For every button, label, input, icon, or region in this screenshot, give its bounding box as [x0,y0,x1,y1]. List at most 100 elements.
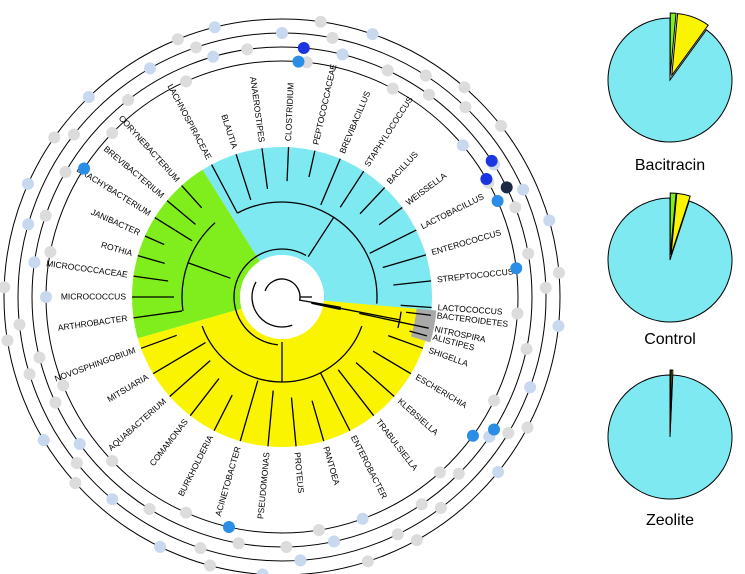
abundance-dot [509,201,522,214]
taxon-label: MICROCOCCUS [61,291,126,301]
abundance-dot [552,266,565,279]
tree-branches [132,147,432,447]
branch [211,164,238,214]
taxon-label: CLOSTRIDIUM [283,82,296,141]
abundance-dot [488,423,501,436]
taxon-label: BREVIBACILLUS [337,89,372,155]
pie-slice-firmicutes [607,374,733,500]
branch [187,262,231,279]
abundance-dot [194,542,207,555]
taxon-label: BLAUTIA [219,113,239,150]
abundance-dot [312,524,325,537]
taxon-label: PSEUDOMONAS [255,451,271,519]
abundance-dot [67,128,80,141]
abundance-dot [314,15,327,28]
branch [169,360,211,397]
taxon-label: TRABULSIELLA [374,417,420,473]
abundance-dot [122,93,135,106]
taxon-label: PROTEUS [292,452,306,494]
branch [307,216,335,258]
abundance-dot [106,493,119,506]
branch [261,148,269,190]
branch [359,187,386,215]
taxon-label: COMAMONAS [147,417,190,468]
taxon-label: CORYNEBACTERIUM [117,113,182,184]
taxon-label: ESCHERICHIA [414,372,469,410]
pie-slice-proteobacteria [670,192,691,256]
taxon-label: PANTOEA [321,445,342,486]
abundance-dot [13,318,26,331]
taxon-label: ENTEROCOCCUS [430,227,502,257]
pie-label-bacitracin: Bacitracin [634,157,706,174]
abundance-dot [106,454,119,467]
branch [405,311,431,316]
abundance-dot [511,307,524,320]
branch [400,304,432,309]
branch [320,158,341,206]
abundance-dot [180,75,193,88]
abundance-dot [208,21,221,34]
branch [290,397,297,447]
taxon-label: BURKHOLDERIA [176,433,215,498]
abundance-dot [415,498,428,511]
branch [382,254,427,269]
branch [133,275,169,282]
pie-zeolite [607,369,733,500]
abundance-dot [171,33,184,46]
abundance-dot [361,555,374,568]
abundance-dot [59,166,72,178]
abundance-dot [520,342,533,355]
abundance-dot [82,91,95,104]
abundance-dot [33,351,46,364]
abundance-dot [456,139,469,152]
abundance-dot [366,28,379,41]
abundance-dot [241,43,254,56]
abundance-dot [37,434,50,447]
pie-slice-actinobacteria [669,192,677,256]
abundance-dot [492,465,505,478]
branch [339,170,365,208]
abundance-dot [144,62,156,75]
abundance-dot [190,41,203,54]
abundance-dot [40,291,52,303]
taxon-label: ROTHIA [100,240,134,259]
pie-control [607,192,733,323]
abundance-dot [48,131,61,144]
branch [319,372,351,432]
abundance-dot [466,429,479,442]
abundance-dot [488,394,501,407]
branch-arc [201,325,363,383]
abundance-dot [143,503,156,516]
taxon-label: LACHNOSPIRACEAE [166,82,214,161]
branch-arc [251,281,293,328]
abundance-dot [23,368,36,381]
branch [267,390,274,447]
taxon-label: MITSUARIA [105,372,150,404]
abundance-dot [106,127,119,140]
branch [239,380,259,442]
abundance-dot [502,426,515,439]
abundance-dot [356,512,369,525]
abundance-dot [433,466,446,479]
taxon-label: STREPTOCOCCUS [436,266,514,284]
taxon-label: ENTEROBACTER [349,433,390,500]
abundance-dot [154,540,167,553]
taxon-label: BACILLUS [385,149,421,186]
abundance-dot [434,501,447,514]
branch-arc [397,311,402,329]
pie-slice-firmicutes [607,17,733,143]
branch [355,362,395,397]
sample-rings [3,18,561,574]
taxon-label: ACINETOBACTER [213,445,243,517]
branch [137,255,165,264]
taxon-label: MICROCOCCACEAE [46,258,129,279]
branch [337,369,375,417]
branch [152,341,206,375]
abundance-dot [336,48,349,61]
pie-label-zeolite: Zeolite [645,512,695,529]
abundance-dot [522,247,535,260]
abundance-dot [73,437,86,450]
abundance-dot [222,520,235,533]
abundance-dot [280,540,293,553]
abundance-dot [327,535,340,548]
